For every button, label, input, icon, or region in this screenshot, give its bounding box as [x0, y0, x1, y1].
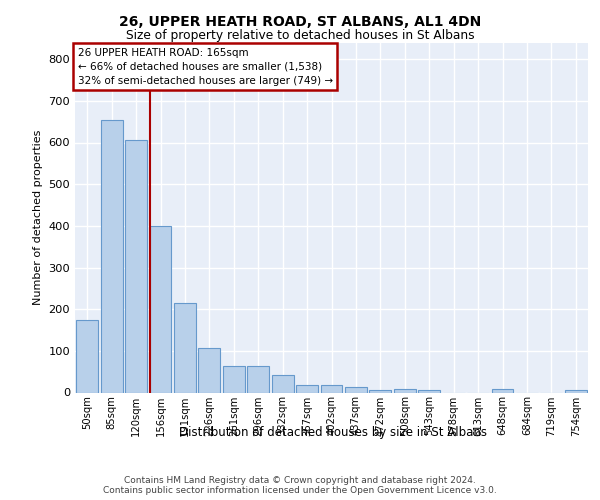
Bar	[296, 386, 318, 392]
Bar	[76, 320, 98, 392]
Bar	[101, 120, 122, 392]
Text: Distribution of detached houses by size in St Albans: Distribution of detached houses by size …	[179, 426, 487, 439]
Bar	[370, 390, 391, 392]
Y-axis label: Number of detached properties: Number of detached properties	[33, 130, 43, 305]
Bar	[125, 140, 147, 392]
Text: Size of property relative to detached houses in St Albans: Size of property relative to detached ho…	[125, 29, 475, 42]
Bar	[272, 375, 293, 392]
Bar	[418, 390, 440, 392]
Bar	[199, 348, 220, 393]
Bar	[149, 226, 172, 392]
Text: 26 UPPER HEATH ROAD: 165sqm
← 66% of detached houses are smaller (1,538)
32% of : 26 UPPER HEATH ROAD: 165sqm ← 66% of det…	[77, 48, 332, 86]
Text: Contains HM Land Registry data © Crown copyright and database right 2024.
Contai: Contains HM Land Registry data © Crown c…	[103, 476, 497, 495]
Bar	[394, 389, 416, 392]
Bar	[223, 366, 245, 392]
Bar	[565, 390, 587, 392]
Bar	[247, 366, 269, 392]
Bar	[491, 389, 514, 392]
Bar	[345, 386, 367, 392]
Text: 26, UPPER HEATH ROAD, ST ALBANS, AL1 4DN: 26, UPPER HEATH ROAD, ST ALBANS, AL1 4DN	[119, 15, 481, 29]
Bar	[174, 303, 196, 392]
Bar	[320, 386, 343, 392]
